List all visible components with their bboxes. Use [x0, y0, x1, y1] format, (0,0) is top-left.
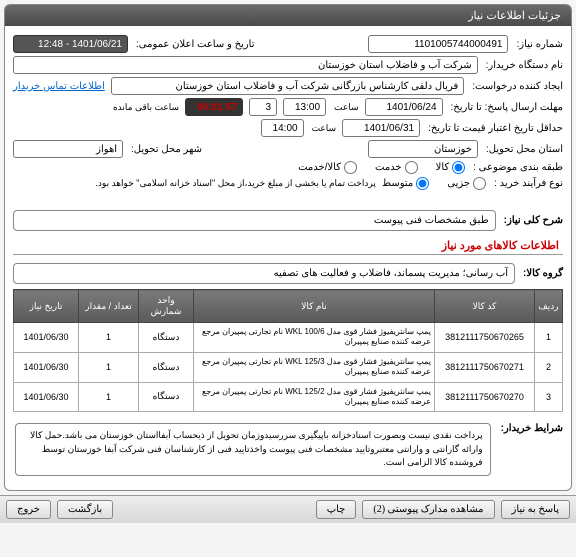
city-field: اهواز: [13, 140, 123, 158]
cell-qty: 1: [79, 323, 139, 353]
cell-unit: دستگاه: [139, 323, 194, 353]
panel-title: جزئیات اطلاعات نیاز: [5, 5, 571, 26]
contact-link[interactable]: اطلاعات تماس خریدار: [13, 81, 105, 92]
cell-code: 3812111750670271: [435, 352, 535, 382]
cell-row: 3: [535, 382, 563, 412]
cell-row: 2: [535, 352, 563, 382]
table-row: 33812111750670270پمپ سانتریفیوژ فشار قوی…: [14, 382, 563, 412]
cell-date: 1401/06/30: [14, 382, 79, 412]
proc-label: نوع فرآیند خرید :: [492, 178, 563, 189]
class-radio-group: کالا خدمت کالا/خدمت: [298, 161, 465, 174]
deadline-time-field: 13:00: [283, 98, 326, 116]
goods-section-title: اطلاعات کالاهای مورد نیاز: [17, 239, 559, 252]
cell-qty: 1: [79, 382, 139, 412]
desc-title-field: طبق مشخصات فنی پیوست: [13, 210, 496, 231]
th-qty: تعداد / مقدار: [79, 290, 139, 323]
deadline-date-field: 1401/06/24: [365, 98, 443, 116]
need-no-field: 1101005744000491: [368, 35, 508, 53]
cell-name: پمپ سانتریفیوژ فشار قوی مدل WKL 125/3 نا…: [194, 352, 435, 382]
group-label: گروه کالا:: [521, 268, 563, 279]
days-field: 3: [249, 98, 277, 116]
cond-text: پرداخت نقدی نیست وبصورت اسنادخزانه باپیگ…: [15, 423, 491, 476]
cell-unit: دستگاه: [139, 382, 194, 412]
cell-date: 1401/06/30: [14, 352, 79, 382]
deadline-label: مهلت ارسال پاسخ: تا تاریخ:: [449, 102, 563, 113]
class-radio-kala-input[interactable]: [452, 161, 465, 174]
creator-field: فریال دلفی کارشناس بازرگانی شرکت آب و فا…: [111, 77, 464, 95]
buyer-label: نام دستگاه خریدار:: [484, 60, 563, 71]
proc-radio-minor[interactable]: جزیی: [447, 177, 486, 190]
th-code: کد کالا: [435, 290, 535, 323]
proc-radio-group: جزیی متوسط: [382, 177, 486, 190]
bottom-bar: پاسخ به نیاز مشاهده مدارک پیوستی (2) چاپ…: [0, 495, 576, 523]
cell-code: 3812111750670265: [435, 323, 535, 353]
valid-time-field: 14:00: [261, 119, 304, 137]
class-radio-kala[interactable]: کالا: [436, 161, 466, 174]
cell-qty: 1: [79, 352, 139, 382]
table-row: 23812111750670271پمپ سانتریفیوژ فشار قوی…: [14, 352, 563, 382]
countdown-field: 00:01:57: [185, 98, 243, 116]
items-table: ردیف کد کالا نام کالا واحد شمارش تعداد /…: [13, 289, 563, 412]
reply-button[interactable]: پاسخ به نیاز: [501, 500, 571, 519]
valid-label: حداقل تاریخ اعتبار قیمت تا تاریخ:: [426, 123, 563, 134]
desc-title-label: شرح کلی نیاز:: [502, 215, 563, 226]
time-label-1: ساعت: [332, 102, 359, 113]
need-no-label: شماره نیاز:: [514, 39, 563, 50]
cell-row: 1: [535, 323, 563, 353]
attach-button[interactable]: مشاهده مدارک پیوستی (2): [362, 500, 494, 519]
class-radio-both-input[interactable]: [344, 161, 357, 174]
prov-field: خوزستان: [368, 140, 478, 158]
valid-date-field: 1401/06/31: [342, 119, 420, 137]
prov-label: استان محل تحویل:: [484, 144, 563, 155]
cell-name: پمپ سانتریفیوژ فشار قوی مدل WKL 100/6 نا…: [194, 323, 435, 353]
back-button[interactable]: بازگشت: [57, 500, 113, 519]
table-row: 13812111750670265پمپ سانتریفیوژ فشار قوی…: [14, 323, 563, 353]
announce-field: 1401/06/21 - 12:48: [13, 35, 128, 53]
class-label: طبقه بندی موضوعی :: [471, 162, 563, 173]
details-panel: جزئیات اطلاعات نیاز شماره نیاز: 11010057…: [4, 4, 572, 491]
cell-name: پمپ سانتریفیوژ فشار قوی مدل WKL 125/2 نا…: [194, 382, 435, 412]
group-field: آب رسانی؛ مدیریت پسماند، فاضلاب و فعالیت…: [13, 263, 515, 284]
proc-radio-medium[interactable]: متوسط: [382, 177, 429, 190]
th-date: تاریخ نیاز: [14, 290, 79, 323]
cell-unit: دستگاه: [139, 352, 194, 382]
time-label-2: ساعت: [310, 123, 337, 134]
cond-label: شرایط خریدار:: [499, 418, 563, 434]
th-row: ردیف: [535, 290, 563, 323]
class-radio-khedmat[interactable]: خدمت: [375, 161, 418, 174]
remain-label: ساعت باقی مانده: [111, 102, 179, 113]
proc-radio-medium-input[interactable]: [416, 177, 429, 190]
city-label: شهر محل تحویل:: [129, 144, 202, 155]
th-name: نام کالا: [194, 290, 435, 323]
creator-label: ایجاد کننده درخواست:: [470, 81, 563, 92]
class-radio-khedmat-input[interactable]: [405, 161, 418, 174]
panel-body: شماره نیاز: 1101005744000491 تاریخ و ساع…: [5, 26, 571, 490]
cell-code: 3812111750670270: [435, 382, 535, 412]
cell-date: 1401/06/30: [14, 323, 79, 353]
proc-note: پرداخت تمام یا بخشی از مبلغ خرید،از محل …: [13, 178, 376, 189]
print-button[interactable]: چاپ: [316, 500, 357, 519]
divider: [13, 254, 563, 255]
buyer-field: شرکت آب و فاضلاب استان خوزستان: [13, 56, 478, 74]
proc-radio-minor-input[interactable]: [473, 177, 486, 190]
class-radio-both[interactable]: کالا/خدمت: [298, 161, 357, 174]
exit-button[interactable]: خروج: [6, 500, 51, 519]
th-unit: واحد شمارش: [139, 290, 194, 323]
announce-label: تاریخ و ساعت اعلان عمومی:: [134, 39, 255, 50]
